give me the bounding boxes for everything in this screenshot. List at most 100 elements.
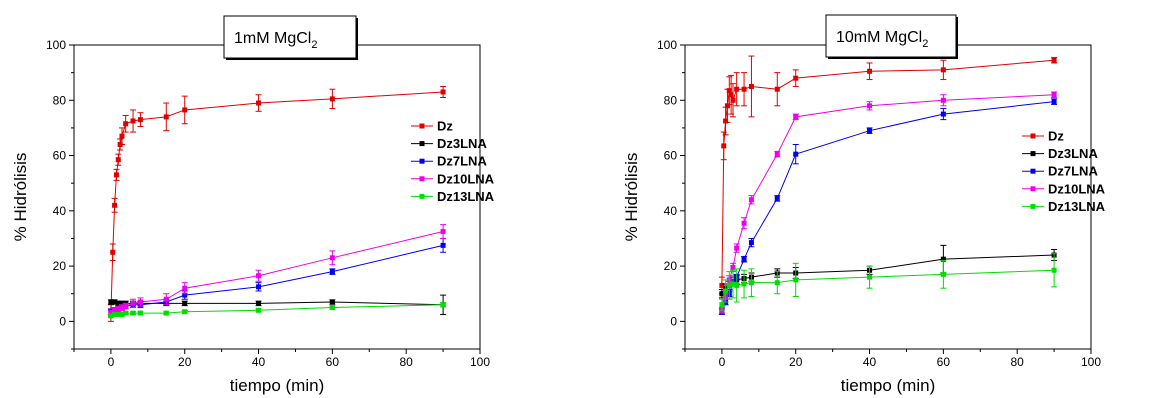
- data-point: [867, 128, 873, 134]
- data-point: [182, 107, 188, 113]
- series-line: [721, 59, 1055, 286]
- data-point: [440, 302, 446, 308]
- data-point: [726, 282, 732, 288]
- data-point: [774, 151, 780, 157]
- data-point: [123, 121, 129, 127]
- x-tick-label: 80: [1011, 355, 1025, 369]
- chart-title: 10mM MgCl2: [836, 29, 928, 50]
- data-point: [182, 300, 188, 306]
- x-tick-label: 60: [937, 355, 951, 369]
- legend-marker: [419, 123, 425, 129]
- y-tick-label: 80: [53, 93, 67, 107]
- data-point: [748, 240, 754, 246]
- legend-marker: [419, 176, 425, 182]
- legend-label: Dz7LNA: [437, 154, 487, 169]
- legend-marker: [1030, 168, 1036, 174]
- series-dz3lna: [107, 294, 447, 315]
- data-point: [119, 311, 125, 317]
- legend-marker: [419, 141, 425, 147]
- y-tick-label: 40: [664, 204, 678, 218]
- data-point: [719, 291, 725, 297]
- series-line: [110, 91, 444, 314]
- x-axis-label: tiempo (min): [230, 376, 324, 395]
- y-axis-label: % Hidrólisis: [11, 153, 30, 242]
- x-tick-label: 20: [178, 355, 192, 369]
- series-dz7lna: [718, 98, 1058, 315]
- data-point: [112, 202, 118, 208]
- data-point: [440, 89, 446, 95]
- x-tick-label: 40: [863, 355, 877, 369]
- legend-marker: [1030, 203, 1036, 209]
- legend-marker: [419, 193, 425, 199]
- y-tick-label: 20: [53, 259, 67, 273]
- data-point: [723, 288, 729, 294]
- series-line: [721, 254, 1055, 295]
- data-point: [119, 300, 125, 306]
- data-point: [1051, 99, 1057, 105]
- y-tick-label: 60: [664, 149, 678, 163]
- data-point: [112, 307, 118, 313]
- data-point: [182, 309, 188, 315]
- data-point: [163, 310, 169, 316]
- data-point: [793, 277, 799, 283]
- chart-title-subscript: 2: [922, 38, 928, 50]
- legend-label: Dz: [1048, 129, 1064, 144]
- data-point: [723, 118, 729, 124]
- x-tick-label: 0: [719, 355, 726, 369]
- x-tick-label: 40: [252, 355, 266, 369]
- legend-label: Dz3LNA: [437, 136, 487, 151]
- data-point: [115, 311, 121, 317]
- y-axis-label: % Hidrólisis: [622, 153, 641, 242]
- chart-title-subscript: 2: [311, 39, 317, 51]
- data-point: [163, 114, 169, 120]
- data-point: [256, 100, 262, 106]
- data-point: [748, 83, 754, 89]
- data-point: [119, 133, 125, 139]
- y-tick-label: 80: [664, 93, 678, 107]
- data-point: [774, 195, 780, 201]
- data-point: [256, 300, 262, 306]
- x-axis-label: tiempo (min): [841, 376, 935, 395]
- chart-1mm-mgcl2: 0 20 40 60 80 100 0 20 40 60 80 100 tiempo (min) % Hi…: [11, 15, 495, 395]
- y-tick-label: 100: [657, 38, 677, 52]
- data-point: [108, 310, 114, 316]
- data-point: [867, 103, 873, 109]
- series-line: [110, 304, 444, 317]
- data-point: [130, 310, 136, 316]
- series-dz13lna: [718, 253, 1058, 311]
- data-point: [119, 305, 125, 311]
- x-tick-label: 80: [400, 355, 414, 369]
- data-point: [774, 86, 780, 92]
- series-dz13lna: [107, 302, 447, 319]
- data-point: [137, 117, 143, 123]
- data-point: [728, 92, 734, 98]
- data-point: [115, 306, 121, 312]
- x-tick-label: 100: [1081, 355, 1101, 369]
- data-point: [112, 311, 118, 317]
- data-point: [1051, 92, 1057, 98]
- data-point: [726, 88, 732, 94]
- data-point: [730, 97, 736, 103]
- data-point: [256, 307, 262, 313]
- legend-label: Dz10LNA: [437, 171, 495, 186]
- data-point: [1051, 267, 1057, 273]
- data-point: [329, 305, 335, 311]
- data-point: [256, 284, 262, 290]
- y-tick-label: 40: [53, 204, 67, 218]
- data-point: [256, 273, 262, 279]
- data-point: [734, 245, 740, 251]
- legend-marker: [1030, 186, 1036, 192]
- data-point: [163, 296, 169, 302]
- chart-title-main: 10mM MgCl: [836, 29, 922, 46]
- x-tick-label: 100: [470, 355, 490, 369]
- data-point: [940, 67, 946, 73]
- x-tick-label: 0: [108, 355, 115, 369]
- data-point: [329, 255, 335, 261]
- data-point: [940, 111, 946, 117]
- data-point: [741, 86, 747, 92]
- data-point: [719, 282, 725, 288]
- legend-marker: [419, 158, 425, 164]
- data-point: [440, 229, 446, 235]
- title-box: [223, 15, 357, 59]
- data-point: [748, 280, 754, 286]
